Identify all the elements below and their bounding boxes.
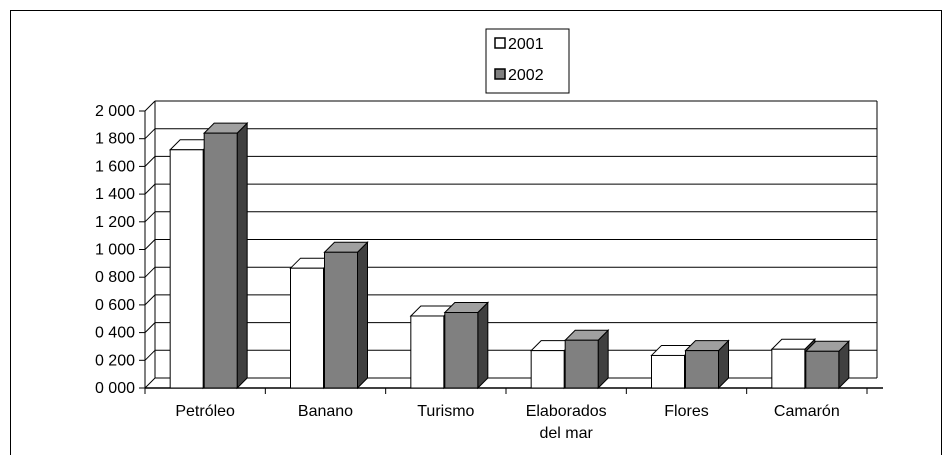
- gridline-connector: [144, 156, 156, 167]
- gridline-connector: [144, 183, 156, 195]
- y-tick-label: 1 200: [95, 214, 135, 231]
- x-tick-label: Elaborados: [526, 403, 607, 420]
- bar-2002: [685, 350, 719, 389]
- legend-swatch-2002: [494, 68, 506, 80]
- gridline-connector: [144, 294, 156, 306]
- chart-frame: [10, 10, 942, 455]
- x-tick-label: Banano: [298, 403, 353, 420]
- grid-lines: [144, 100, 878, 389]
- y-tick-label: 0 600: [95, 297, 135, 314]
- bars: [168, 121, 851, 390]
- bar-2001: [771, 348, 806, 389]
- y-tick-label: 0 200: [95, 352, 135, 369]
- x-tick-label: Turismo: [417, 403, 474, 420]
- y-tick-label: 0 800: [95, 269, 135, 286]
- bar-2001: [651, 354, 685, 389]
- x-tick-label: del mar: [539, 425, 593, 442]
- gridline-connector: [144, 349, 156, 361]
- gridline-connector: [144, 211, 156, 223]
- legend-label-2001: 2001: [508, 36, 544, 53]
- y-tick-label: 0 000: [95, 380, 135, 397]
- bar-2001: [290, 267, 324, 389]
- x-tick-label: Camarón: [774, 403, 840, 420]
- bar-side-2002: [236, 121, 248, 390]
- legend: 2001 2002: [485, 28, 570, 94]
- gridline-connector: [144, 128, 156, 140]
- gridline-connector: [144, 100, 156, 112]
- bar-2001: [169, 149, 204, 389]
- gridline-connector: [144, 239, 156, 250]
- y-tick-label: 1 600: [95, 158, 135, 175]
- bar-2001: [530, 350, 565, 389]
- legend-swatch-2001: [494, 37, 506, 49]
- bar-side-2002: [477, 301, 489, 390]
- gridline-connector: [144, 322, 156, 333]
- y-tick-label: 2 000: [95, 103, 135, 120]
- bar-2002: [444, 312, 479, 389]
- y-tick-label: 1 800: [95, 131, 135, 148]
- x-tick-label: Flores: [664, 403, 708, 420]
- x-tick-label: Petróleo: [175, 403, 235, 420]
- bar-2002: [805, 350, 840, 389]
- gridline-connector: [144, 377, 156, 389]
- bar-2002: [324, 251, 358, 389]
- y-tick-label: 1 000: [95, 242, 135, 259]
- y-tick-label: 1 400: [95, 186, 135, 203]
- axis-labels: 0 000 0 200 0 400 0 600 0 800 1 000 1 200 1 400…: [95, 103, 840, 442]
- bar-side-2002: [357, 241, 368, 390]
- bar-2001: [410, 315, 445, 389]
- axes: [139, 110, 883, 394]
- gridline-connector: [144, 266, 156, 278]
- bar-2002: [203, 132, 238, 389]
- legend-label-2002: 2002: [508, 67, 544, 84]
- bar-2002: [564, 339, 599, 389]
- y-tick-label: 0 400: [95, 325, 135, 342]
